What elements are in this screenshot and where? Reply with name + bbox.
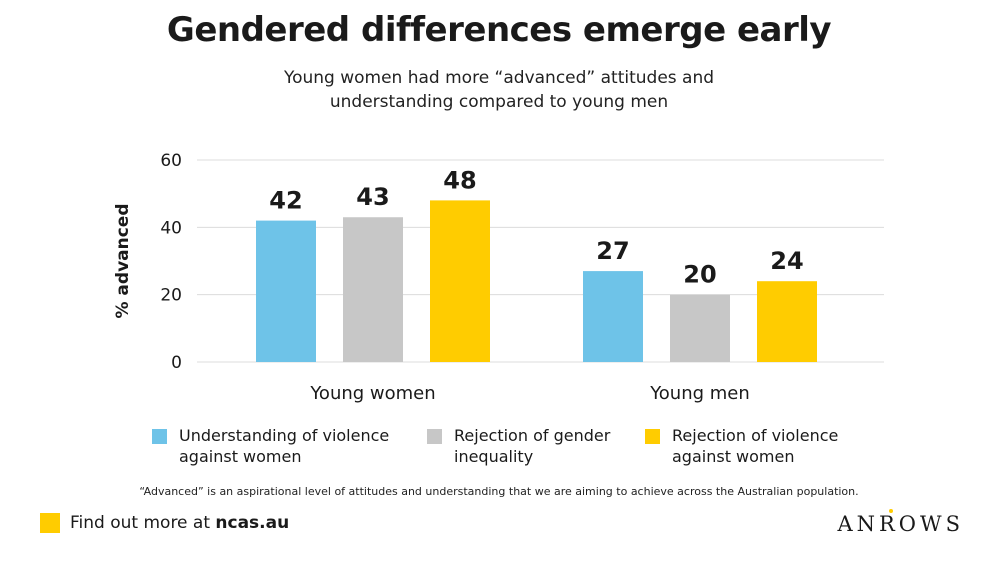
legend-item-rejection-violence: Rejection of violence against women (645, 425, 912, 467)
bar-chart: 0 20 40 60 % advanced 42 43 48 Young women 27 20 24… (113, 151, 884, 404)
legend-swatch-gender-inequality (427, 429, 442, 444)
legend-swatch-rejection-violence (645, 429, 660, 444)
logo-accent-dot (889, 509, 894, 513)
bar (583, 271, 643, 362)
bar (343, 217, 403, 362)
legend-label-line: Rejection of gender (454, 426, 611, 445)
legend-item-understanding: Understanding of violence against women (152, 425, 419, 467)
data-label: 43 (356, 183, 389, 211)
subtitle-line-2: understanding compared to young men (329, 92, 669, 112)
y-tick-label: 0 (171, 353, 182, 373)
data-label: 20 (683, 261, 716, 289)
footer-accent-square (40, 513, 60, 533)
legend-label-line: against women (672, 447, 795, 466)
y-tick-label: 20 (160, 286, 182, 306)
logo-text: ANROWS (837, 512, 964, 536)
legend-label-line: Understanding of violence (179, 426, 390, 445)
chart-subtitle: Young women had more “advanced” attitude… (0, 66, 998, 114)
legend-label-line: against women (179, 447, 302, 466)
legend-label-gender-inequality: Rejection of gender inequality (454, 425, 694, 467)
footer-cta: Find out more at ncas.au (40, 513, 289, 533)
footnote: “Advanced” is an aspirational level of a… (139, 485, 859, 498)
legend-swatch-understanding (152, 429, 167, 444)
subtitle-line-1: Young women had more “advanced” attitude… (283, 68, 715, 88)
bar (670, 294, 730, 362)
legend-label-rejection-violence: Rejection of violence against women (672, 425, 912, 467)
y-tick-label: 60 (160, 151, 182, 171)
legend-item-gender-inequality: Rejection of gender inequality (427, 425, 694, 467)
legend-label-line: Rejection of violence (672, 426, 839, 445)
data-label: 48 (443, 166, 476, 194)
data-label: 24 (770, 247, 803, 275)
x-category-label: Young women (309, 383, 435, 404)
data-label: 42 (269, 187, 302, 215)
chart-title: Gendered differences emerge early (166, 10, 832, 50)
bar (757, 281, 817, 362)
legend-label-understanding: Understanding of violence against women (179, 425, 419, 467)
legend-label-line: inequality (454, 447, 534, 466)
footer-text: Find out more at ncas.au (70, 513, 289, 533)
y-tick-label: 40 (160, 218, 182, 238)
y-axis-label: % advanced (113, 203, 133, 318)
x-category-label: Young men (649, 383, 750, 404)
data-label: 27 (596, 237, 629, 265)
bar (256, 220, 316, 362)
footer-prefix: Find out more at (70, 513, 216, 533)
anrows-logo: ANROWS (837, 509, 964, 536)
bar (430, 200, 490, 362)
footer-link[interactable]: ncas.au (215, 513, 290, 533)
